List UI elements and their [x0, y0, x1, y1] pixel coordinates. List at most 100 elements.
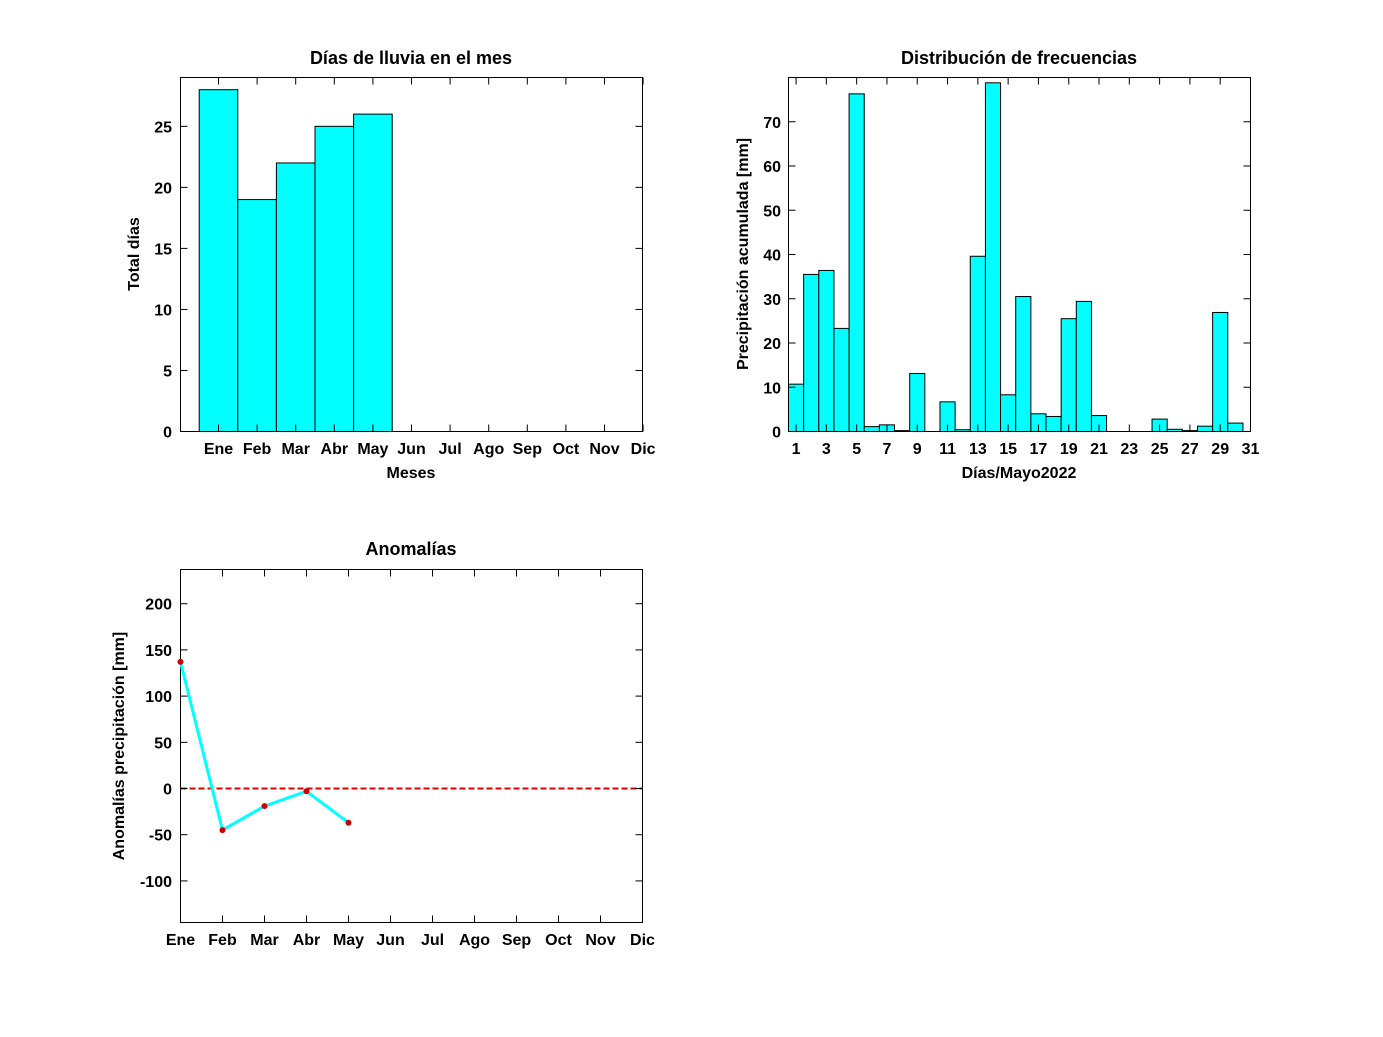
- chart-distribucion-frecuencias: Distribución de frecuencias 1 3 5 7 9 11 13 15 1…: [735, 48, 1260, 482]
- point-mar: [261, 803, 268, 810]
- bar-day-29: [1212, 311, 1229, 432]
- x-tick-label: Jun: [376, 932, 404, 949]
- y-tick-label: 60: [763, 159, 781, 176]
- y-tick-label: 25: [154, 119, 172, 136]
- chart-title: Anomalías: [365, 539, 456, 559]
- x-tick-label: Ago: [459, 932, 490, 949]
- y-tick-label: 0: [772, 425, 781, 442]
- y-tick-label: 15: [154, 241, 172, 258]
- x-tick-label: Oct: [553, 441, 580, 458]
- y-tick-label: 10: [763, 380, 781, 397]
- y-tick-label: -50: [149, 828, 172, 845]
- y-tick-label: 20: [763, 336, 781, 353]
- bar-mar: [275, 162, 316, 432]
- x-tick-label: Feb: [243, 441, 272, 458]
- x-tick-label: May: [333, 932, 364, 949]
- point-may: [345, 819, 352, 826]
- y-axis-label: Anomalías precipitación [mm]: [111, 632, 128, 861]
- x-tick-label: 19: [1060, 441, 1078, 458]
- bar-day-16: [1015, 296, 1032, 432]
- ticks-group: Ene Feb Mar Abr May Jun Jul Ago Sep Oct Nov Dic -100…: [140, 569, 655, 949]
- bar-day-18: [1045, 415, 1062, 432]
- marks-group: [177, 658, 643, 834]
- y-tick-label: 70: [763, 115, 781, 132]
- x-tick-label: Nov: [585, 932, 615, 949]
- bar-day-14: [984, 82, 1002, 432]
- bar-day-28: [1196, 425, 1214, 433]
- point-abr: [303, 788, 310, 795]
- y-tick-label: 40: [763, 248, 781, 265]
- x-tick-label: Sep: [513, 441, 543, 458]
- ticks-group: 1 3 5 7 9 11 13 15 17 19 21 23 25 27 29 310102030405060…: [763, 77, 1260, 458]
- bar-abr: [314, 125, 355, 433]
- x-tick-label: Abr: [321, 441, 349, 458]
- plot-frame: [180, 569, 643, 923]
- bar-day-30: [1227, 422, 1244, 432]
- x-tick-label: Nov: [589, 441, 619, 458]
- bars-group: [198, 89, 393, 433]
- x-tick-label: 25: [1151, 441, 1169, 458]
- bar-day-9: [909, 373, 926, 432]
- y-tick-label: -100: [140, 874, 172, 891]
- x-tick-label: 5: [852, 441, 861, 458]
- x-tick-label: Jun: [397, 441, 425, 458]
- bar-day-6: [863, 426, 880, 433]
- x-tick-label: Dic: [631, 441, 656, 458]
- bar-day-3: [818, 269, 835, 432]
- x-tick-label: 17: [1030, 441, 1048, 458]
- x-axis-label: Días/Mayo2022: [962, 465, 1077, 482]
- y-tick-label: 30: [763, 292, 781, 309]
- bar-may: [353, 113, 393, 432]
- x-tick-label: 7: [883, 441, 892, 458]
- x-tick-label: Dic: [630, 932, 655, 949]
- y-tick-label: 20: [154, 180, 172, 197]
- y-tick-label: 150: [145, 643, 172, 660]
- ticks-group: Ene Feb Mar Abr May Jun Jul Ago Sep Oct Nov Dic 0 5 10…: [154, 77, 656, 458]
- y-tick-label: 50: [154, 735, 172, 752]
- x-tick-label: Mar: [250, 932, 278, 949]
- x-axis-label: Meses: [387, 465, 436, 482]
- x-tick-label: Abr: [293, 932, 321, 949]
- chart-title: Distribución de frecuencias: [901, 48, 1137, 68]
- x-tick-label: Ago: [473, 441, 504, 458]
- y-tick-label: 200: [145, 597, 172, 614]
- x-tick-label: 31: [1242, 441, 1260, 458]
- bar-day-1: [788, 383, 805, 432]
- y-tick-label: 10: [154, 302, 172, 319]
- bar-day-4: [833, 327, 850, 432]
- x-tick-label: Sep: [502, 932, 532, 949]
- x-tick-label: 11: [939, 441, 956, 458]
- bar-day-2: [803, 273, 820, 432]
- bar-ene: [198, 89, 239, 432]
- bar-feb: [237, 199, 277, 432]
- y-tick-label: 100: [145, 689, 172, 706]
- x-tick-label: 3: [822, 441, 831, 458]
- y-axis-label: Precipitación acumulada [mm]: [735, 138, 752, 370]
- chart-title: Días de lluvia en el mes: [310, 48, 512, 68]
- x-tick-label: Ene: [166, 932, 195, 949]
- x-tick-label: Ene: [204, 441, 233, 458]
- y-axis-label: Total días: [126, 217, 143, 291]
- bars-group: [788, 82, 1244, 433]
- x-tick-label: Feb: [208, 932, 237, 949]
- point-feb: [219, 827, 226, 834]
- bar-day-20: [1075, 300, 1092, 432]
- x-tick-label: 9: [913, 441, 922, 458]
- x-tick-label: Jul: [439, 441, 462, 458]
- bar-day-13: [969, 255, 986, 432]
- x-tick-label: 13: [969, 441, 987, 458]
- x-tick-label: Oct: [545, 932, 572, 949]
- chart-anomalias: Anomalías Ene Feb Mar Abr May Jun Jul Ago Sep Oct…: [111, 539, 655, 949]
- y-tick-label: 0: [163, 782, 172, 799]
- x-tick-label: 1: [792, 441, 801, 458]
- x-tick-label: 29: [1211, 441, 1229, 458]
- chart-dias-lluvia: Días de lluvia en el mes Ene Feb Mar Abr May…: [126, 48, 656, 482]
- x-tick-label: 21: [1090, 441, 1108, 458]
- bar-day-5: [848, 93, 865, 432]
- x-tick-label: Jul: [421, 932, 444, 949]
- point-ene: [177, 658, 184, 665]
- x-tick-label: 15: [999, 441, 1017, 458]
- x-tick-label: Mar: [281, 441, 309, 458]
- y-tick-label: 50: [763, 203, 781, 220]
